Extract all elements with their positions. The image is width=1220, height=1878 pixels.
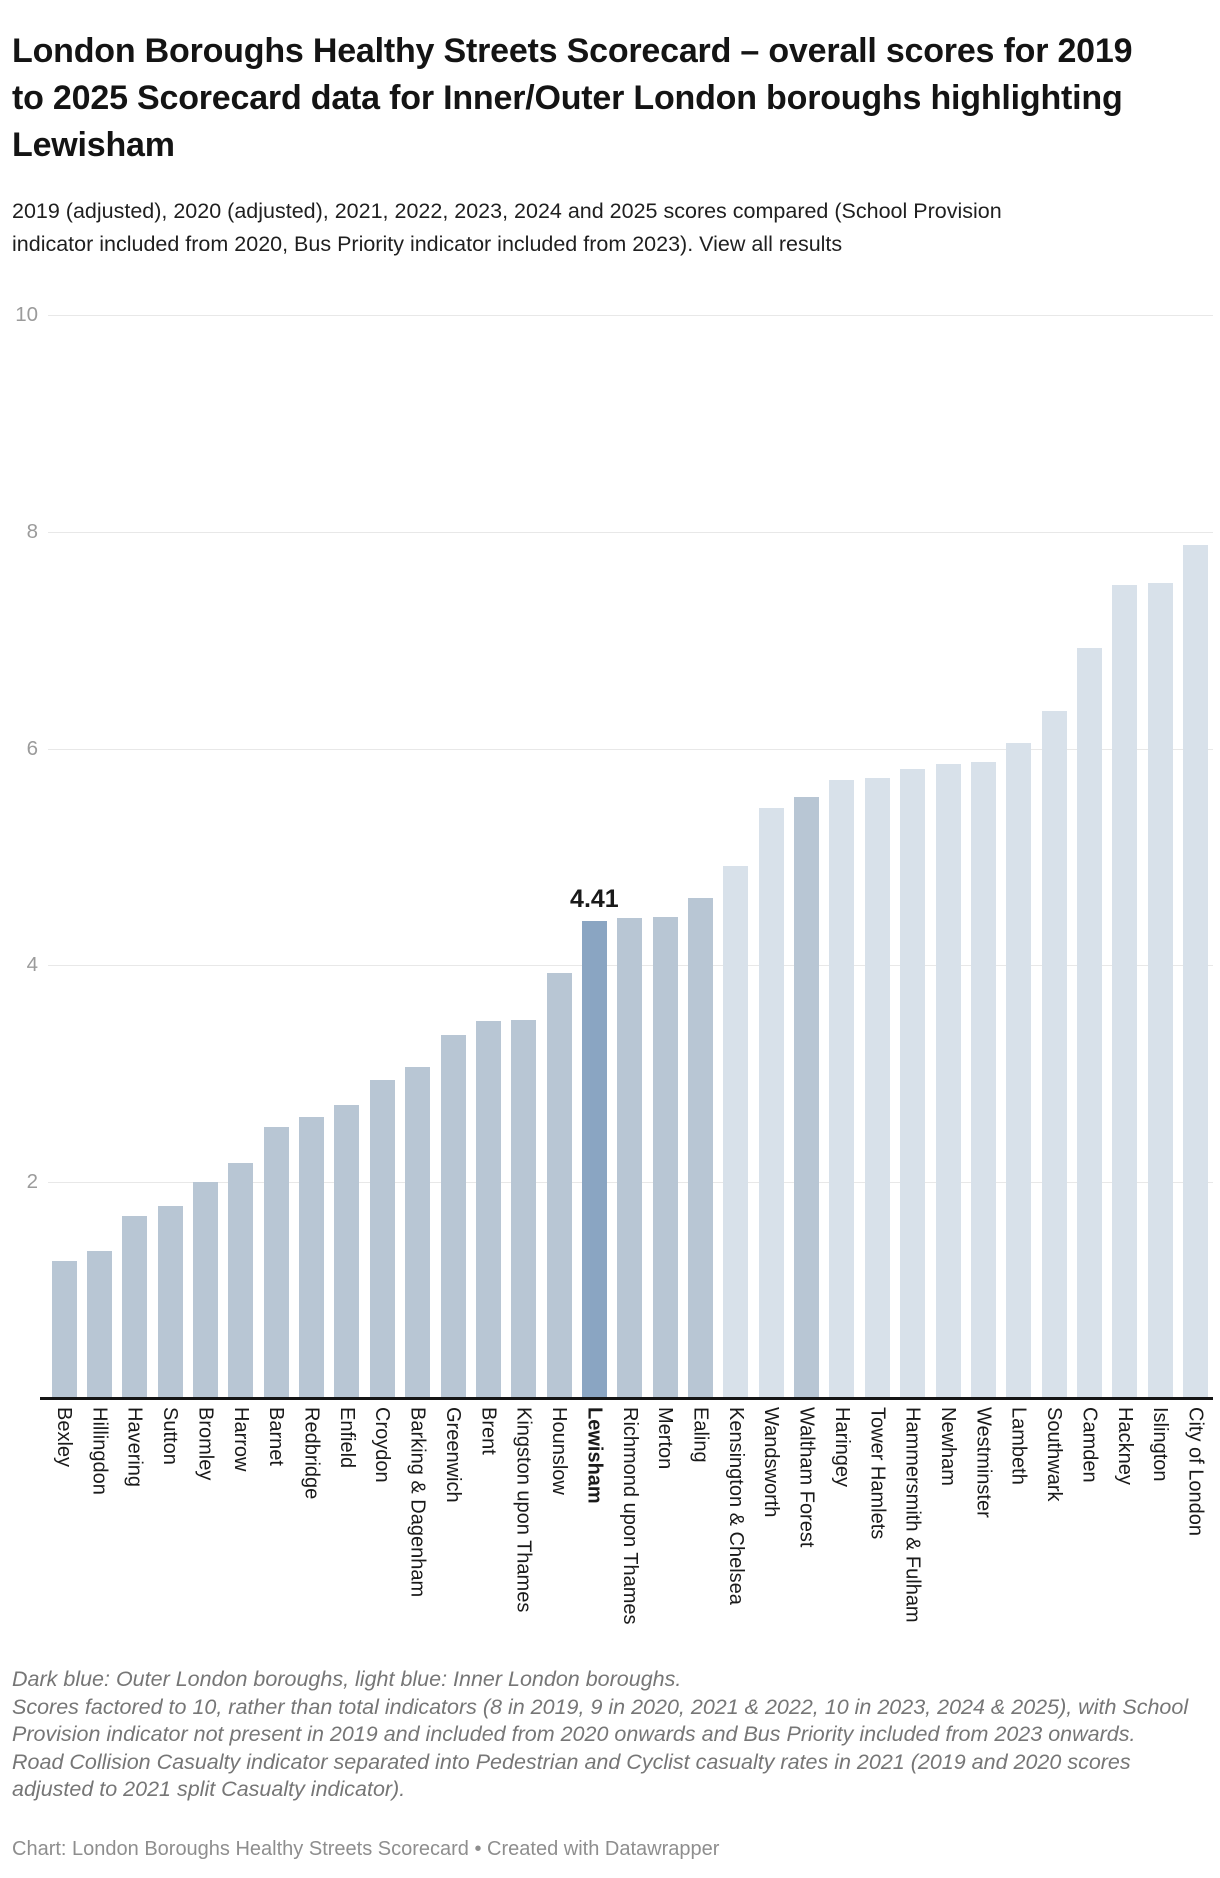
x-axis-label: Hillingdon <box>88 1407 111 1495</box>
bar[interactable] <box>1041 710 1067 1399</box>
bar[interactable] <box>652 916 678 1399</box>
highlight-value-label: 4.41 <box>570 885 619 913</box>
x-axis-label: Newham <box>937 1407 959 1486</box>
note-scoring: Scores factored to 10, rather than total… <box>12 1694 1189 1747</box>
bar[interactable] <box>440 1034 466 1399</box>
bar[interactable] <box>511 1019 537 1399</box>
x-axis-label: Wandsworth <box>760 1407 783 1518</box>
bar[interactable] <box>1147 582 1173 1399</box>
x-axis-label: Bexley <box>53 1407 75 1468</box>
y-tick-label: 2 <box>26 1170 38 1194</box>
bar[interactable] <box>86 1250 112 1399</box>
x-axis-label: Ealing <box>689 1407 712 1463</box>
x-axis-label: Barnet <box>265 1407 288 1466</box>
x-axis-label: Hounslow <box>548 1407 570 1495</box>
bar[interactable] <box>51 1261 77 1399</box>
bar[interactable] <box>758 808 784 1399</box>
bar[interactable] <box>546 973 572 1399</box>
bar[interactable] <box>157 1206 183 1399</box>
bar[interactable] <box>299 1117 324 1399</box>
bar[interactable] <box>1076 647 1102 1399</box>
bar[interactable] <box>228 1162 254 1399</box>
x-axis-label: Southwark <box>1043 1407 1066 1502</box>
x-axis-label: Westminster <box>972 1407 995 1518</box>
x-axis-label: Croydon <box>371 1407 394 1483</box>
note-casualty: Road Collision Casualty indicator separa… <box>12 1749 1131 1802</box>
bar[interactable] <box>405 1067 431 1399</box>
gridline <box>48 315 1213 316</box>
bar[interactable] <box>1183 544 1208 1399</box>
note-color-legend: Dark blue: Outer London boroughs, light … <box>12 1667 682 1691</box>
bar[interactable] <box>192 1182 218 1399</box>
bar[interactable] <box>900 769 926 1399</box>
bar[interactable] <box>263 1126 289 1399</box>
x-axis-label: Tower Hamlets <box>866 1407 889 1540</box>
bar[interactable] <box>1112 584 1138 1399</box>
bar[interactable] <box>617 917 643 1399</box>
chart-subtitle: 2019 (adjusted), 2020 (adjusted), 2021, … <box>12 195 1042 261</box>
bar[interactable] <box>475 1020 501 1399</box>
view-all-results-link[interactable]: View all results <box>699 231 843 256</box>
bar[interactable] <box>334 1105 360 1399</box>
gridline <box>48 748 1213 750</box>
x-axis-label: Sutton <box>159 1407 182 1465</box>
bar[interactable] <box>864 777 890 1399</box>
byline-source: Chart: London Boroughs Healthy Streets S… <box>12 1838 488 1860</box>
x-axis-label: Havering <box>123 1407 146 1488</box>
x-axis-label: Richmond upon Thames <box>618 1407 641 1625</box>
chart-byline: Chart: London Boroughs Healthy Streets S… <box>12 1838 1202 1861</box>
y-tick-label: 10 <box>15 303 38 326</box>
x-axis-label: Lambeth <box>1007 1407 1030 1485</box>
y-tick-label: 4 <box>26 953 38 977</box>
x-axis-line <box>40 1397 1213 1400</box>
x-axis-label: Merton <box>654 1407 677 1470</box>
bar[interactable] <box>122 1215 148 1399</box>
page-title: London Boroughs Healthy Streets Scorecar… <box>12 31 1133 164</box>
x-axis-label: Waltham Forest <box>795 1407 818 1548</box>
x-axis-label: Redbridge <box>300 1407 323 1500</box>
bar[interactable] <box>581 921 607 1399</box>
x-axis-label: Haringey <box>830 1407 853 1488</box>
x-axis-label: Enfield <box>335 1407 358 1469</box>
bar[interactable] <box>829 780 855 1399</box>
bar[interactable] <box>723 865 749 1399</box>
datawrapper-link[interactable]: Created with Datawrapper <box>487 1838 720 1860</box>
bar[interactable] <box>369 1080 395 1399</box>
bar[interactable] <box>935 763 961 1399</box>
x-axis-label: Islington <box>1149 1407 1172 1482</box>
x-axis-label: Kensington & Chelsea <box>724 1407 747 1605</box>
x-axis-label: Barking & Dagenham <box>406 1407 429 1598</box>
bar[interactable] <box>970 761 996 1399</box>
x-axis-label: Brent <box>477 1407 500 1455</box>
x-axis-label: Lewisham <box>583 1407 606 1504</box>
bar[interactable] <box>1006 743 1032 1399</box>
bar[interactable] <box>794 797 820 1399</box>
x-axis-label: Harrow <box>229 1407 252 1472</box>
x-axis-label: Kingston upon Thames <box>512 1407 535 1613</box>
gridline <box>48 531 1213 533</box>
x-axis-label: Camden <box>1078 1407 1101 1483</box>
x-axis-label: City of London <box>1184 1407 1207 1536</box>
bar[interactable] <box>688 898 713 1399</box>
y-tick-label: 8 <box>26 519 38 543</box>
x-axis-label: Hammersmith & Fulham <box>901 1407 924 1623</box>
x-axis-label: Hackney <box>1113 1407 1136 1485</box>
x-axis-label: Bromley <box>194 1407 217 1481</box>
y-tick-label: 6 <box>26 736 38 760</box>
chart-notes: Dark blue: Outer London boroughs, light … <box>12 1666 1202 1804</box>
x-axis-label: Greenwich <box>442 1407 464 1503</box>
subtitle-text: 2019 (adjusted), 2020 (adjusted), 2021, … <box>12 198 1002 256</box>
